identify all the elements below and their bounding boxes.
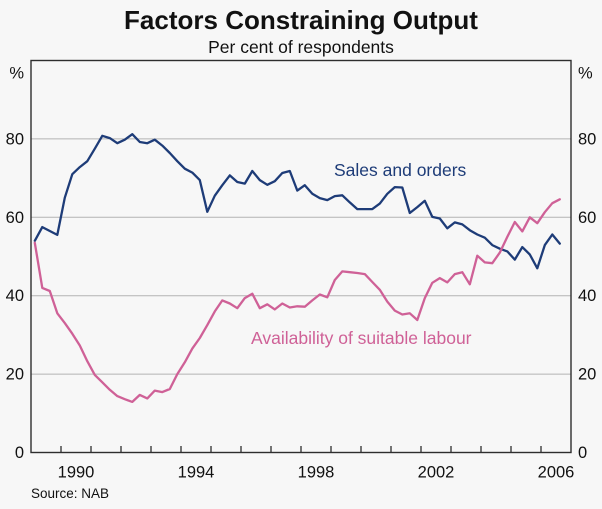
x-axis-label: 2006 (538, 464, 575, 482)
source-note: Source: NAB (31, 486, 110, 501)
y-axis-label-right: 20 (578, 366, 596, 384)
chart-subtitle: Per cent of respondents (208, 37, 394, 57)
chart-title: Factors Constraining Output (124, 5, 478, 35)
y-axis-label-right: 60 (578, 209, 596, 227)
y-axis-label-left: 0 (15, 444, 24, 462)
x-axis-label: 1990 (58, 464, 95, 482)
y-axis-label-right: 0 (578, 444, 587, 462)
series-line-sales-and-orders (33, 133, 561, 270)
y-axis-unit-left: % (9, 65, 24, 83)
x-axis-label: 1994 (178, 464, 215, 482)
y-axis-label-left: 40 (6, 287, 24, 305)
y-axis-label-left: 20 (6, 366, 24, 384)
series-line-availability-of-suitable-labour (33, 198, 561, 404)
y-axis-label-right: 40 (578, 287, 596, 305)
y-axis-unit-right: % (578, 65, 593, 83)
series-label-sales-and-orders: Sales and orders (334, 160, 467, 180)
y-axis-label-right: 80 (578, 130, 596, 148)
plot-frame (30, 59, 572, 454)
x-axis-label: 1998 (298, 464, 335, 482)
x-axis-label: 2002 (418, 464, 455, 482)
y-axis-label-left: 80 (6, 130, 24, 148)
y-axis-label-left: 60 (6, 209, 24, 227)
series-label-availability-of-suitable-labour: Availability of suitable labour (251, 328, 472, 348)
